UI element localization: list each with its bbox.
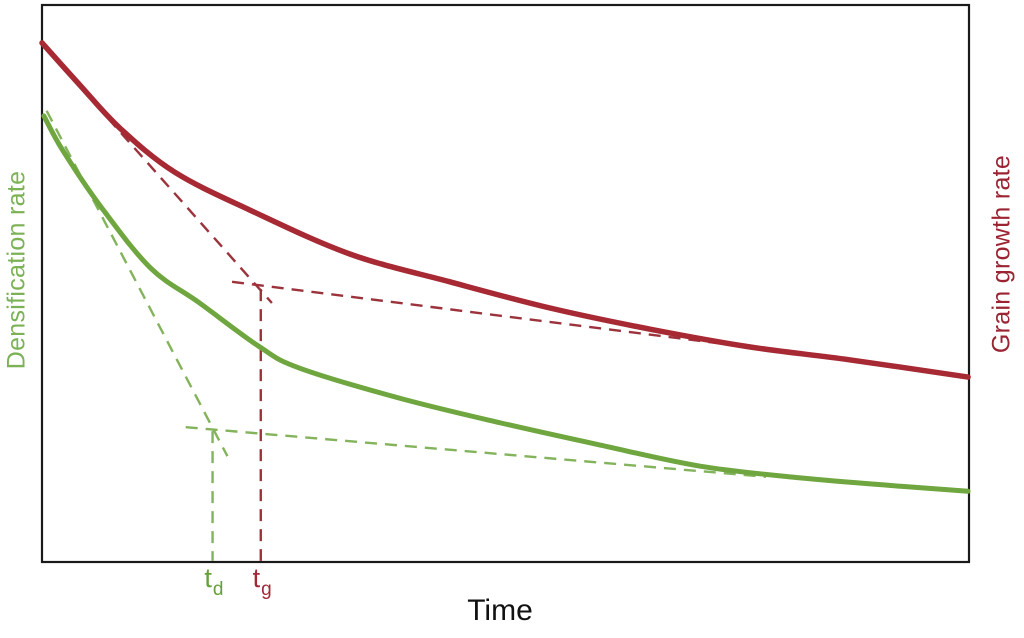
x-tick-tg: tg (252, 563, 272, 601)
red-initial-slope-tangent (106, 117, 273, 304)
x-axis-label: Time (467, 594, 533, 627)
plot-content (39, 40, 971, 561)
green-final-slope-tangent (185, 426, 767, 478)
plot-frame (40, 3, 971, 564)
x-tick-tg-base: t (252, 563, 261, 593)
x-tick-td: td (204, 563, 224, 601)
x-tick-tg-sub: g (261, 579, 272, 601)
grain-growth-rate-curve (39, 40, 971, 380)
red-final-slope-tangent (231, 280, 749, 349)
x-tick-td-base: t (204, 563, 212, 593)
green-initial-slope-tangent (45, 110, 229, 457)
x-tick-td-sub: d (212, 579, 224, 601)
y-axis-label-right: Grain growth rate (987, 154, 1016, 354)
densification-rate-curve (41, 113, 971, 494)
y-axis-label-left: Densification rate (2, 170, 31, 370)
